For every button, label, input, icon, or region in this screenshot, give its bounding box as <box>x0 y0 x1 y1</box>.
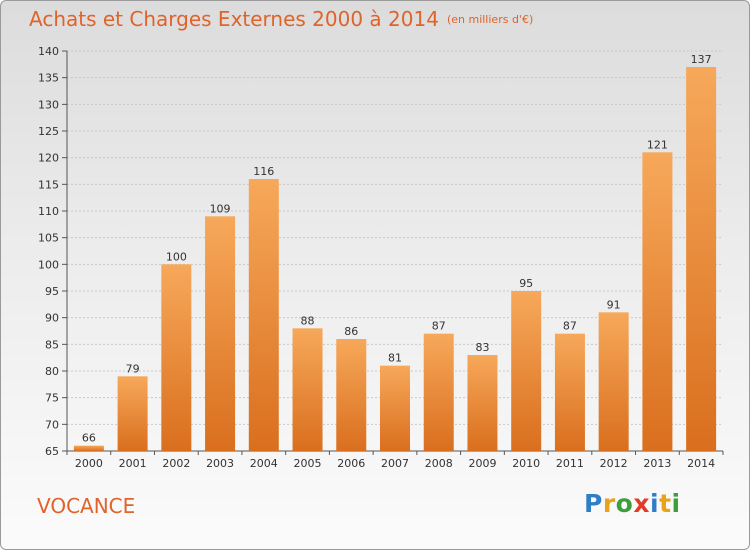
x-tick-label: 2002 <box>162 457 190 470</box>
bar-value-label: 109 <box>210 202 231 215</box>
y-tick-label: 120 <box>38 152 59 165</box>
bar-value-label: 83 <box>475 341 489 354</box>
x-tick-label: 2001 <box>119 457 147 470</box>
bar-value-label: 87 <box>432 320 446 333</box>
y-tick-label: 80 <box>45 365 59 378</box>
commune-name: VOCANCE <box>37 494 136 518</box>
bar-value-label: 137 <box>691 53 712 66</box>
bar <box>292 328 323 451</box>
bar-value-label: 88 <box>301 314 315 327</box>
chart-subtitle: (en milliers d'€) <box>446 13 534 26</box>
bar-value-label: 81 <box>388 352 402 365</box>
x-tick-label: 2003 <box>206 457 234 470</box>
bar-value-label: 87 <box>563 320 577 333</box>
logo-letter: i <box>671 489 681 518</box>
bar <box>511 291 542 451</box>
y-tick-label: 95 <box>45 285 59 298</box>
proxiti-logo: Proxiti <box>584 489 681 518</box>
bar <box>554 333 585 451</box>
bar <box>117 376 148 451</box>
x-tick-label: 2006 <box>337 457 365 470</box>
y-tick-label: 85 <box>45 338 59 351</box>
bar <box>161 264 192 451</box>
bar-value-label: 86 <box>344 325 358 338</box>
bar <box>686 67 717 451</box>
y-tick-label: 70 <box>45 418 59 431</box>
bar-value-label: 91 <box>607 298 621 311</box>
x-tick-label: 2008 <box>425 457 453 470</box>
bar <box>73 445 104 451</box>
x-tick-label: 2004 <box>250 457 278 470</box>
bar <box>336 339 367 451</box>
bar-value-label: 121 <box>647 138 668 151</box>
bar-value-label: 116 <box>253 165 274 178</box>
y-tick-label: 125 <box>38 125 59 138</box>
bar-value-label: 79 <box>126 362 140 375</box>
x-tick-label: 2013 <box>643 457 671 470</box>
y-tick-label: 135 <box>38 72 59 85</box>
bar <box>205 216 236 451</box>
x-tick-label: 2011 <box>556 457 584 470</box>
bar <box>423 333 454 451</box>
bar <box>598 312 629 451</box>
y-tick-label: 115 <box>38 178 59 191</box>
x-tick-label: 2009 <box>468 457 496 470</box>
y-tick-label: 140 <box>38 45 59 58</box>
x-tick-label: 2010 <box>512 457 540 470</box>
data-labels: 66 79 100 109 116 88 86 81 87 83 95 87 91 121 137 <box>82 53 712 445</box>
bars <box>73 67 717 452</box>
y-tick-label: 110 <box>38 205 59 218</box>
x-tick-label: 2014 <box>687 457 715 470</box>
bar <box>642 152 673 452</box>
x-tick-label: 2000 <box>75 457 103 470</box>
bar <box>380 365 410 451</box>
x-tick-labels: 2000 2001 2002 2003 2004 2005 2006 2007 2008 2009… <box>75 457 715 470</box>
chart-title: Achats et Charges Externes 2000 à 2014 (e… <box>29 7 533 31</box>
logo-letter: t <box>659 489 672 518</box>
bar-value-label: 66 <box>82 432 96 445</box>
y-tick-label: 105 <box>38 232 59 245</box>
x-tick-label: 2007 <box>381 457 409 470</box>
y-tick-label: 100 <box>38 258 59 271</box>
y-tick-label: 75 <box>45 392 59 405</box>
bar-value-label: 100 <box>166 250 187 263</box>
bar <box>248 179 279 451</box>
x-tick-label: 2005 <box>294 457 322 470</box>
y-tick-labels: 65 70 75 80 85 90 95 100 105 110 115 120 125 130 135 14… <box>38 45 59 458</box>
bar-value-label: 95 <box>519 277 533 290</box>
logo-letter: P <box>584 489 603 518</box>
y-tick-label: 130 <box>38 98 59 111</box>
x-tick-label: 2012 <box>600 457 628 470</box>
logo-letter: i <box>650 489 660 518</box>
chart-title-main: Achats et Charges Externes 2000 à 2014 <box>29 7 439 31</box>
logo-letter: x <box>633 489 650 518</box>
logo-letter: r <box>602 489 616 518</box>
y-tick-label: 65 <box>45 445 59 458</box>
bar <box>467 355 498 451</box>
y-tick-label: 90 <box>45 312 59 325</box>
logo-letter: o <box>615 489 634 518</box>
